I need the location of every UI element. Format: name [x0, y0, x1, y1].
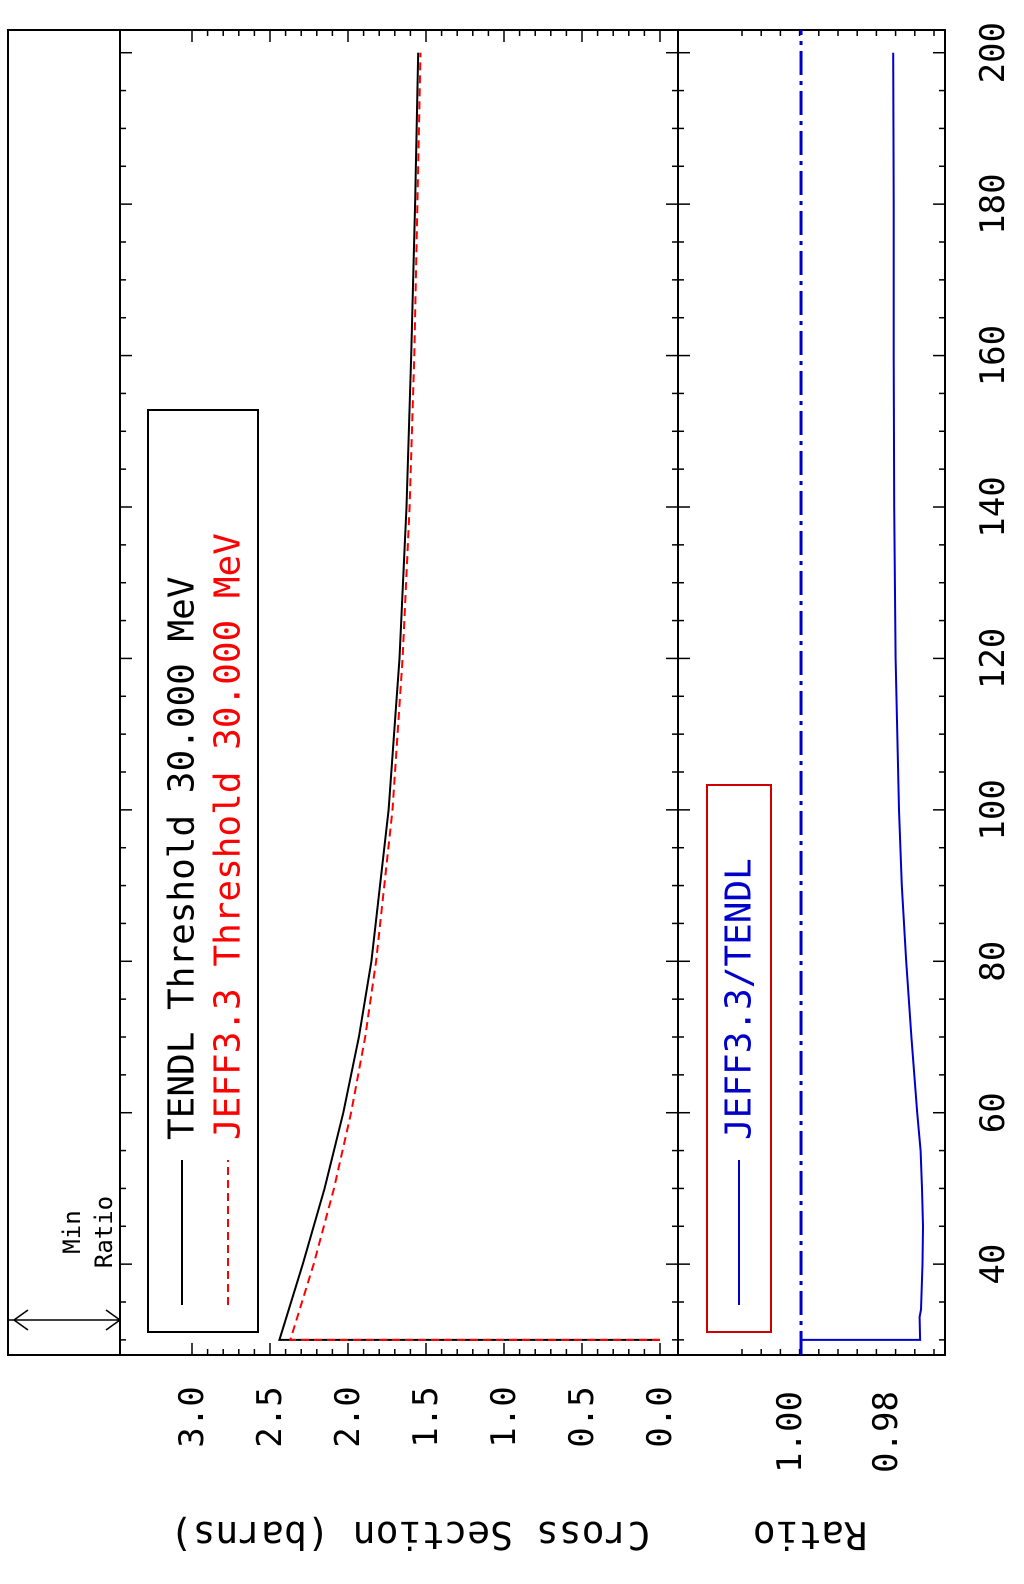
legend-label: TENDL Threshold 30.000 MeV [162, 576, 203, 1140]
min-label: Min [58, 1210, 86, 1253]
y-tick-label: 0.5 [562, 1386, 602, 1447]
x-tick-label: 80 [973, 941, 1013, 982]
x-tick-label: 160 [973, 325, 1013, 386]
x-tick-label: 40 [973, 1244, 1013, 1285]
ratio-panel: 0.98 1.00 JEFF3.3/TENDL [677, 29, 946, 1473]
legend-cross-section: TENDL Threshold 30.000 MeV JEFF3.3 Thresh… [147, 409, 259, 1333]
min-ratio-arrowhead-left [13, 1309, 29, 1331]
y-tick-label: 2.0 [328, 1386, 368, 1447]
x-tick-label: 100 [973, 779, 1013, 840]
ratio-label: Ratio [90, 1196, 118, 1268]
legend-ratio: JEFF3.3/TENDL [706, 784, 772, 1333]
series-line [288, 52, 660, 1341]
x-axis: 40 60 80 100 120 140 160 180 200 [120, 22, 1013, 1341]
x-tick-label: 120 [973, 628, 1013, 689]
min-ratio-arrowhead-right [105, 1309, 121, 1331]
y-axis-titles: Cross Section (barns) Ratio [170, 1513, 867, 1557]
legend-box [147, 409, 259, 1333]
ratio-frame [677, 29, 946, 1356]
x-tick-label: 140 [973, 476, 1013, 537]
series-line [801, 52, 925, 1341]
legend-label: JEFF3.3 Threshold 30.000 MeV [208, 533, 249, 1140]
annotation-panel: Min Ratio [7, 29, 121, 1356]
y-tick-label: 1.00 [770, 1391, 810, 1473]
x-tick-label: 180 [973, 173, 1013, 234]
series-line [278, 52, 660, 1341]
y-tick-label: 1.5 [406, 1386, 446, 1447]
y-tick-label: 2.5 [250, 1386, 290, 1447]
legend-label: JEFF3.3/TENDL [719, 858, 760, 1140]
annotation-frame [7, 29, 121, 1356]
y-tick-label: 3.0 [172, 1386, 212, 1447]
x-tick-label: 60 [973, 1092, 1013, 1133]
cross-section-panel: 0.0 0.5 1.0 1.5 2.0 2.5 3.0 TENDL Threshold 30.… [119, 29, 680, 1448]
y-tick-label: 0.0 [640, 1386, 680, 1447]
y-axis-title-ratio: Ratio [753, 1513, 867, 1557]
y-tick-label: 1.0 [484, 1386, 524, 1447]
x-tick-label: 200 [973, 22, 1013, 83]
y-tick-label: 0.98 [866, 1391, 906, 1473]
y-axis-title-cross-section: Cross Section (barns) [170, 1513, 650, 1557]
